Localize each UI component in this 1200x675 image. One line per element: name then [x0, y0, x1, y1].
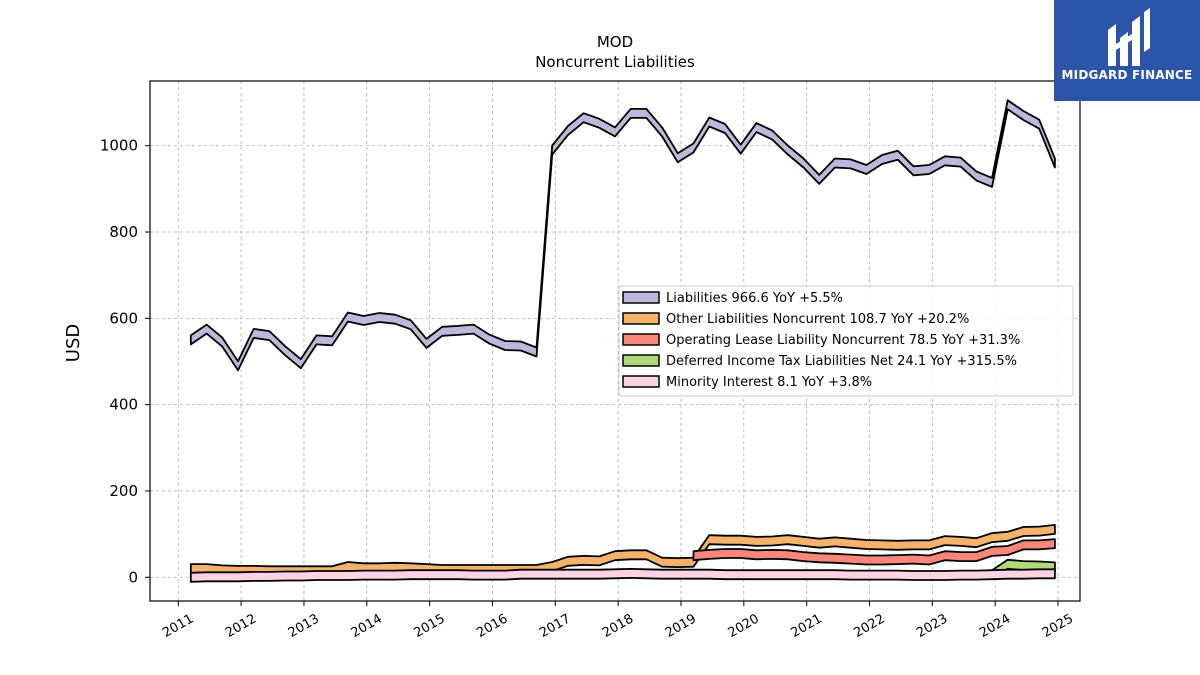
y-tick-label: 0	[128, 568, 138, 586]
x-tick-label: 2011	[160, 611, 196, 641]
series-operating-lease-liability-noncurrent	[692, 538, 1056, 566]
y-axis-ticks: 0 200 400 600 800 1000	[100, 137, 150, 586]
legend-label-minority-interest: Minority Interest 8.1 YoY +3.8%	[666, 375, 872, 390]
brand-logo: MIDGARD FINANCE	[1054, 0, 1200, 101]
x-tick-label: 2018	[600, 611, 636, 641]
series-liabilities	[189, 99, 1056, 372]
chart-title: MOD	[597, 33, 633, 51]
x-tick-label: 2019	[663, 611, 699, 641]
legend: Liabilities 966.6 YoY +5.5% Other Liabili…	[618, 285, 1074, 397]
plot-frame	[149, 80, 1081, 602]
y-tick-label: 1000	[100, 137, 138, 155]
x-tick-label: 2020	[726, 611, 762, 641]
series-minority-interest	[189, 568, 1056, 583]
y-tick-label: 600	[109, 309, 138, 327]
legend-swatch-minority-interest	[622, 375, 660, 388]
x-tick-label: 2023	[914, 611, 950, 641]
legend-label-liabilities: Liabilities 966.6 YoY +5.5%	[666, 291, 843, 306]
logo-text: MIDGARD FINANCE	[1061, 68, 1193, 82]
series-layer	[189, 99, 1056, 583]
x-tick-label: 2016	[474, 611, 510, 641]
x-tick-label: 2012	[223, 611, 259, 641]
y-tick-label: 800	[109, 223, 138, 241]
x-tick-label: 2025	[1040, 611, 1076, 641]
legend-label-deferred-income-tax-liabilities-net: Deferred Income Tax Liabilities Net 24.1…	[666, 354, 1017, 369]
legend-swatch-operating-lease-liability-noncurrent	[622, 333, 660, 346]
y-tick-label: 400	[109, 396, 138, 414]
legend-label-other-liabilities-noncurrent: Other Liabilities Noncurrent 108.7 YoY +…	[666, 312, 969, 327]
x-tick-label: 2017	[537, 611, 573, 641]
legend-swatch-liabilities	[622, 291, 660, 304]
series-other-liabilities-noncurrent	[189, 524, 1056, 577]
y-axis-label: USD	[63, 324, 84, 362]
x-tick-label: 2022	[851, 611, 887, 641]
x-axis-ticks: 2011 2012 2013 2014 2015 2016 2017 2018 2019 2020…	[160, 601, 1076, 641]
legend-box	[618, 285, 1074, 397]
legend-swatch-other-liabilities-noncurrent	[622, 312, 660, 325]
x-tick-label: 2024	[977, 611, 1013, 641]
x-tick-label: 2021	[788, 611, 824, 641]
x-tick-label: 2015	[411, 611, 447, 641]
y-tick-label: 200	[109, 482, 138, 500]
x-tick-label: 2014	[349, 611, 385, 641]
midgard-logo-icon	[1108, 8, 1150, 66]
x-tick-label: 2013	[286, 611, 322, 641]
legend-label-operating-lease-liability-noncurrent: Operating Lease Liability Noncurrent 78.…	[666, 333, 1020, 348]
chart-subtitle: Noncurrent Liabilities	[535, 53, 695, 71]
legend-swatch-deferred-income-tax-liabilities-net	[622, 354, 660, 367]
